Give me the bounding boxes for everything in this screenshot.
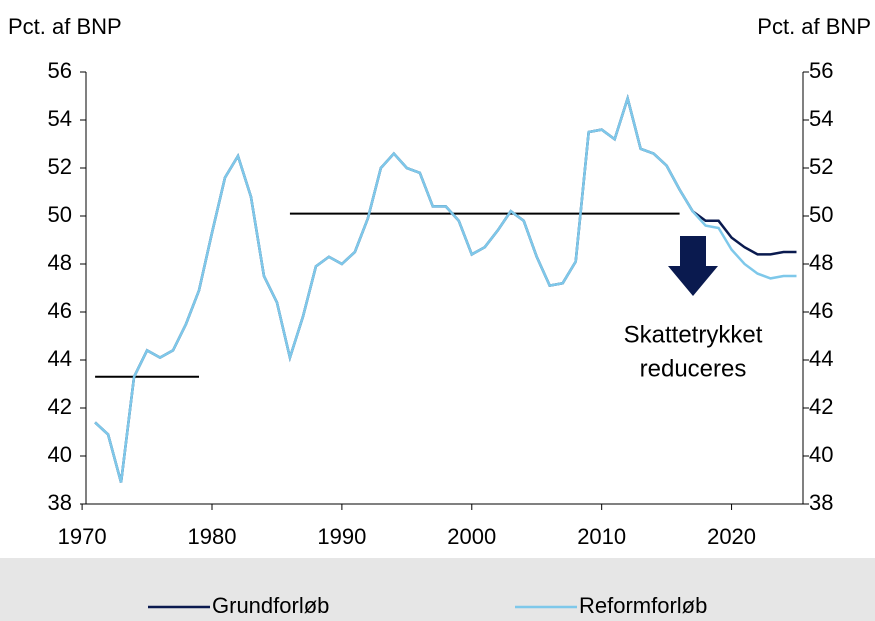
x-tick-label: 1980 [188,524,237,549]
x-tick-label: 2000 [447,524,496,549]
y-tick-label: 52 [48,154,72,179]
y-tick-label: 40 [48,442,72,467]
y2-tick-label: 56 [809,58,833,83]
arrow [668,236,718,296]
y-tick-label: 42 [48,394,72,419]
annotation: reduceres [640,355,747,382]
y-tick-label: 46 [48,298,72,323]
y2-tick-label: 44 [809,346,833,371]
x-tick-label: 1990 [317,524,366,549]
legend-label: Reformforløb [579,593,707,618]
y2-tick-label: 52 [809,154,833,179]
annotation: Skattetrykket [624,321,763,348]
y-tick-label: 56 [48,58,72,83]
y2-tick-label: 42 [809,394,833,419]
y2-tick-label: 40 [809,442,833,467]
y2-tick-label: 48 [809,250,833,275]
y2-tick-label: 46 [809,298,833,323]
y2-tick-label: 38 [809,490,833,515]
legend-label: Grundforløb [212,593,329,618]
x-tick-label: 1970 [58,524,107,549]
y-tick-label: 38 [48,490,72,515]
series-line [94,93,797,483]
y-tick-label: 44 [48,346,72,371]
y-tick-label: 50 [48,202,72,227]
y-tick-label: 48 [48,250,72,275]
y2-tick-label: 54 [809,106,833,131]
y-axis-label: Pct. af BNP [8,14,122,39]
x-tick-label: 2010 [577,524,626,549]
x-tick-label: 2020 [707,524,756,549]
y-tick-label: 54 [48,106,72,131]
y2-tick-label: 50 [809,202,833,227]
y2-axis-label: Pct. af BNP [757,14,871,39]
legend-band [0,558,875,621]
